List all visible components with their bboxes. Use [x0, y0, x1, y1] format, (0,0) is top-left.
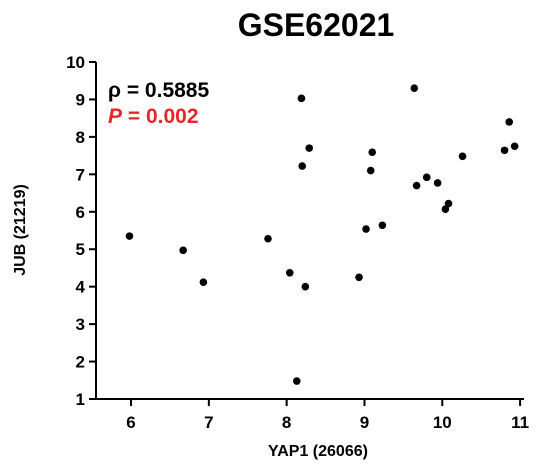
scatter-point [179, 246, 187, 255]
y-tick-label: 8 [76, 128, 85, 147]
scatter-point [362, 225, 370, 233]
scatter-point [301, 282, 310, 291]
scatter-point [285, 269, 294, 277]
y-axis-label: JUB (21219) [12, 184, 29, 276]
scatter-point [264, 234, 272, 243]
y-tick-label: 4 [76, 278, 86, 297]
scatter-point [444, 199, 453, 208]
scatter-point [366, 166, 375, 175]
scatter-point [292, 377, 301, 385]
y-tick-label: 2 [76, 353, 85, 372]
scatter-point [355, 273, 363, 282]
x-tick-label: 6 [126, 413, 135, 432]
x-tick-label: 8 [282, 413, 291, 432]
scatter-point [510, 142, 519, 151]
scatter-point [199, 278, 208, 286]
rho-annotation: ρ = 0.5885 [108, 79, 209, 102]
chart-title: GSE62021 [238, 7, 395, 43]
data-points [125, 84, 519, 385]
x-tick-label: 7 [204, 413, 213, 432]
scatter-point [441, 205, 450, 213]
x-tick-label: 11 [511, 413, 529, 432]
scatter-point [433, 179, 442, 187]
x-tick-label: 9 [360, 413, 369, 432]
p-symbol: P [108, 105, 123, 128]
p-value-annotation: P = 0.002 [108, 105, 199, 128]
x-ticks: 6 7 8 9 10 11 [126, 399, 529, 432]
axes [95, 62, 524, 400]
y-tick-label: 7 [76, 165, 85, 184]
scatter-point [410, 84, 419, 93]
y-tick-label: 1 [76, 390, 85, 409]
scatter-point [298, 162, 307, 170]
y-tick-label: 3 [76, 315, 85, 334]
y-ticks: 1 2 3 4 5 6 7 8 9 10 [66, 53, 96, 409]
scatter-point [368, 148, 377, 157]
scatter-point [505, 118, 514, 126]
scatter-point [500, 146, 509, 155]
x-tick-label: 10 [433, 413, 452, 432]
p-value: = 0.002 [122, 105, 198, 128]
y-tick-label: 5 [76, 240, 85, 259]
y-tick-label: 6 [76, 203, 85, 222]
scatter-point [297, 94, 306, 103]
x-axis-label: YAP1 (26066) [268, 443, 368, 460]
scatter-point [422, 173, 431, 182]
scatter-point [458, 152, 467, 161]
scatter-point [412, 181, 421, 190]
scatter-point [378, 221, 387, 230]
scatter-point [125, 232, 134, 240]
y-tick-label: 10 [66, 53, 85, 72]
scatter-point [305, 144, 314, 152]
y-tick-label: 9 [76, 90, 85, 109]
